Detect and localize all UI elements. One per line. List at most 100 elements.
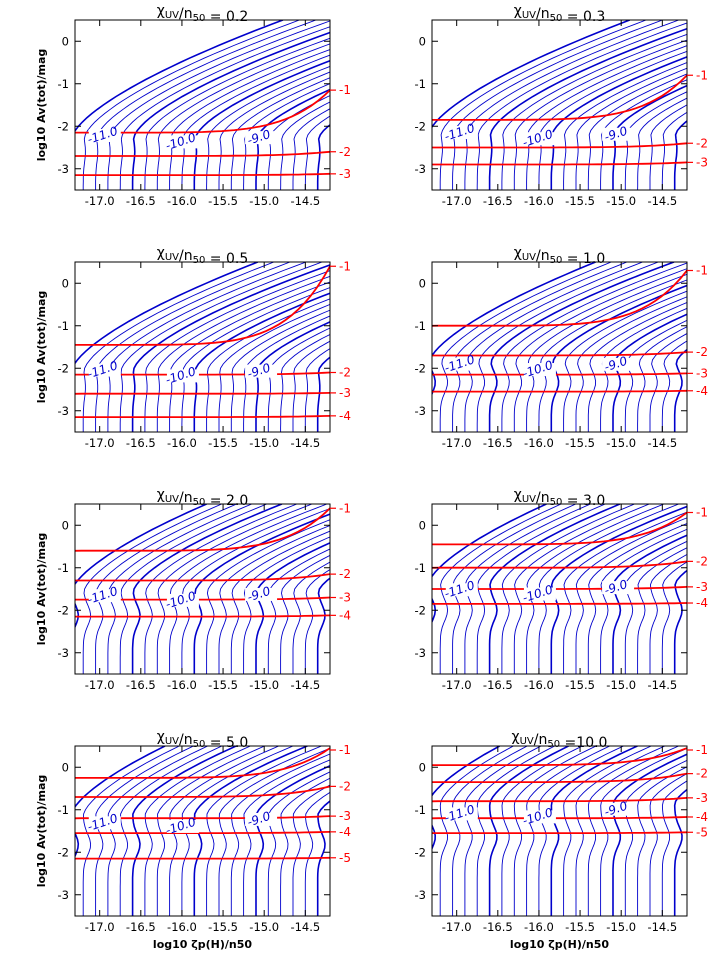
contour-line	[439, 746, 514, 916]
contour-line	[304, 348, 330, 432]
contour-line	[513, 39, 687, 190]
contour-line	[75, 20, 284, 133]
contour-line	[193, 513, 330, 674]
contour-line	[612, 753, 687, 916]
contour-line	[131, 31, 330, 190]
contour-label: -10.0	[164, 130, 198, 153]
y-tick-label: -2	[58, 603, 69, 617]
red-curve-label: -1	[696, 743, 708, 757]
red-curve-label: -3	[696, 155, 708, 169]
contour-line	[119, 26, 330, 190]
x-tick-label: -16.5	[126, 920, 156, 934]
contour-line	[452, 262, 628, 432]
contour-line	[156, 43, 330, 190]
contour-line	[624, 91, 687, 190]
x-tick-label: -14.5	[647, 194, 677, 208]
plot-frame	[431, 261, 688, 433]
contour-line	[563, 746, 652, 916]
contour-line	[107, 746, 208, 916]
red-curve	[75, 747, 330, 779]
panel-title: χUV/n50 =10.0	[512, 729, 608, 751]
x-tick-label: -16.0	[167, 920, 197, 934]
contour-line	[600, 307, 687, 432]
red-curve-label: -4	[339, 608, 351, 622]
contour-label: -9.0	[603, 799, 630, 820]
contour-line	[169, 504, 328, 674]
contour-line	[501, 33, 687, 190]
panel-title: χUV/n50 = 3.0	[514, 487, 606, 509]
contour-label: -9.0	[246, 584, 273, 605]
panel-title: χUV/n50 = 0.2	[157, 3, 249, 25]
contour-line	[600, 747, 687, 916]
contour-line	[587, 746, 679, 916]
y-tick-label: -2	[415, 845, 426, 859]
x-tick-label: -17.0	[85, 194, 115, 208]
plot-area: -11.0 -10.0 -9.0	[432, 746, 687, 916]
contour-line	[550, 56, 687, 190]
plot-area: -11.0 -10.0 -9.0	[75, 20, 330, 190]
panel-3: χUV/n50 = 0.5 -11.0 -10.0 -9.0 -17.0 -16.5 -16…	[35, 245, 351, 450]
x-tick-label: -15.0	[606, 920, 636, 934]
contour-line	[255, 321, 330, 432]
contour-line	[107, 504, 252, 674]
y-tick-label: 0	[419, 760, 426, 774]
x-tick-label: -16.5	[126, 194, 156, 208]
red-curve	[75, 392, 330, 395]
red-curve-label: -2	[696, 136, 708, 150]
x-tick-label: -14.5	[290, 678, 320, 692]
contour-line	[181, 508, 330, 674]
red-curve-label: -3	[339, 386, 351, 400]
contour-line	[193, 59, 330, 190]
contour-line	[218, 303, 330, 432]
red-curve	[432, 74, 687, 121]
contour-line	[267, 327, 330, 432]
x-tick-label: -15.0	[249, 678, 279, 692]
y-tick-label: -3	[58, 888, 69, 902]
contour-line	[538, 279, 687, 432]
contour-line	[550, 746, 638, 916]
contour-line	[637, 326, 687, 432]
contour-line	[488, 262, 675, 432]
contour-line	[673, 569, 687, 674]
contour-label: -9.0	[603, 124, 630, 145]
x-tick-label: -17.0	[442, 920, 472, 934]
contour-line	[107, 262, 307, 432]
panel-1: χUV/n50 = 0.2-11.0 -10.0 -9.0-17.0 -16.5 -16…	[35, 3, 351, 208]
y-tick-label: -1	[58, 319, 69, 333]
red-curve	[432, 560, 687, 569]
plot-area: -11.0 -10.0 -9.0	[432, 262, 687, 432]
contour-line	[464, 746, 542, 916]
y-tick-label: -3	[58, 404, 69, 418]
x-tick-label: -15.5	[565, 678, 595, 692]
contour-line	[292, 784, 330, 916]
contour-line	[661, 340, 687, 432]
contour-line	[131, 264, 330, 432]
x-tick-label: -16.5	[126, 678, 156, 692]
contour-line	[432, 504, 547, 624]
contour-line	[538, 746, 624, 916]
contour-line	[575, 67, 687, 190]
plot-frame	[431, 19, 688, 191]
contour-line	[501, 262, 687, 432]
x-tick-label: -15.5	[208, 678, 238, 692]
contour-line	[280, 101, 330, 190]
contour-line	[255, 88, 330, 190]
red-curve-label: -2	[339, 366, 351, 380]
red-curve-label: -2	[696, 345, 708, 359]
red-curve	[432, 797, 687, 803]
contour-line	[206, 65, 330, 190]
contour-line	[156, 504, 313, 674]
contour-line	[75, 746, 166, 859]
plot-frame	[74, 261, 331, 433]
contour-label: -11.0	[86, 584, 120, 607]
red-curve	[432, 831, 687, 834]
x-tick-label: -15.0	[606, 194, 636, 208]
contour-line	[316, 123, 330, 190]
contour-line	[439, 20, 647, 190]
y-tick-label: -3	[415, 404, 426, 418]
y-tick-label: 0	[62, 518, 69, 532]
contour-line	[563, 290, 687, 432]
red-curve-label: -4	[696, 596, 708, 610]
red-curve-label: -4	[696, 810, 708, 824]
contour-line	[587, 73, 687, 190]
